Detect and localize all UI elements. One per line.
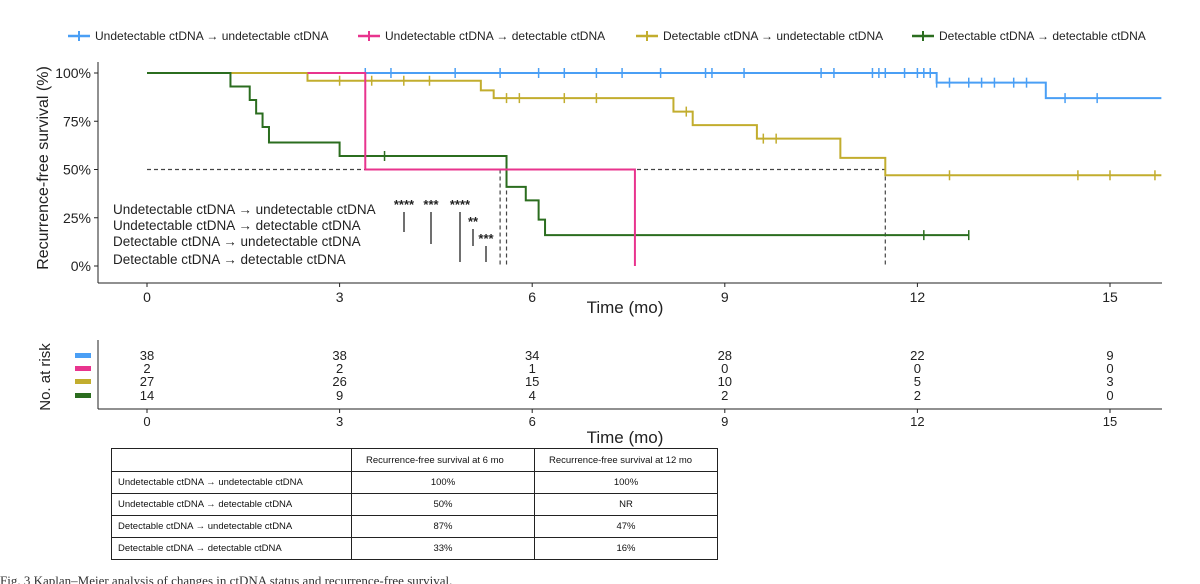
y-axis-title: Recurrence-free survival (%) xyxy=(35,66,52,270)
risk-value: 1 xyxy=(529,361,536,376)
summary-row-label: Detectable ctDNA → detectable ctDNA xyxy=(111,537,352,560)
risk-value: 10 xyxy=(718,374,732,389)
summary-row-6mo: 33% xyxy=(351,537,535,560)
summary-header-empty xyxy=(111,448,352,472)
risk-value: 28 xyxy=(718,348,732,363)
km-plot: 0% 25% 50% 75% 100% 0 3 6 9 12 15 Time (mo) Recurren… xyxy=(35,62,1162,317)
significance-label: **** xyxy=(394,197,415,212)
survival-curve-undet_det xyxy=(307,72,636,266)
risk-x-tick-label: 9 xyxy=(721,414,728,429)
summary-row-6mo: 100% xyxy=(351,471,535,494)
summary-header-row: Recurrence-free survival at 6 mo Recurre… xyxy=(111,448,718,472)
risk-value: 2 xyxy=(143,361,150,376)
summary-header-12mo: Recurrence-free survival at 12 mo xyxy=(534,448,718,472)
risk-x-tick-label: 15 xyxy=(1103,414,1117,429)
summary-table: Recurrence-free survival at 6 mo Recurre… xyxy=(111,448,718,560)
y-tick-label: 25% xyxy=(63,210,91,226)
risk-row-swatch xyxy=(75,353,91,358)
significance-label: **** xyxy=(450,197,471,212)
legend-label: Undetectable ctDNA → detectable ctDNA xyxy=(385,29,605,43)
summary-row-12mo: NR xyxy=(534,493,718,516)
risk-value: 9 xyxy=(1106,348,1113,363)
risk-row-swatch xyxy=(75,366,91,371)
legend-label: Detectable ctDNA → detectable ctDNA xyxy=(939,29,1146,43)
risk-value: 4 xyxy=(529,388,536,403)
risk-value: 3 xyxy=(1106,374,1113,389)
x-tick-label: 3 xyxy=(336,289,344,305)
risk-x-tick-label: 12 xyxy=(910,414,924,429)
risk-value: 14 xyxy=(140,388,154,403)
survival-curve-det_det xyxy=(147,72,969,237)
y-tick-label: 75% xyxy=(63,113,91,129)
y-tick-label: 0% xyxy=(71,258,91,274)
risk-row-swatch xyxy=(75,393,91,398)
legend: Undetectable ctDNA → undetectable ctDNA U… xyxy=(0,0,1200,60)
table-row: Detectable ctDNA → undetectable ctDNA 87… xyxy=(111,515,718,538)
summary-row-6mo: 87% xyxy=(351,515,535,538)
x-tick-label: 12 xyxy=(910,289,926,305)
figure-caption: Fig. 3 Kaplan–Meier analysis of changes … xyxy=(0,574,453,584)
risk-x-tick-label: 6 xyxy=(529,414,536,429)
table-row: Detectable ctDNA → detectable ctDNA 33% … xyxy=(111,537,718,560)
risk-value: 2 xyxy=(914,388,921,403)
summary-row-label: Detectable ctDNA → undetectable ctDNA xyxy=(111,515,352,538)
risk-value: 0 xyxy=(721,361,728,376)
legend-svg: Undetectable ctDNA → undetectable ctDNA U… xyxy=(68,29,1146,43)
summary-row-12mo: 100% xyxy=(534,471,718,494)
x-tick-label: 9 xyxy=(721,289,729,305)
inset-label: Detectable ctDNA → detectable ctDNA xyxy=(113,252,346,267)
summary-row-label: Undetectable ctDNA → detectable ctDNA xyxy=(111,493,352,516)
x-tick-label: 6 xyxy=(528,289,536,305)
summary-header-6mo: Recurrence-free survival at 6 mo xyxy=(351,448,535,472)
y-tick-label: 100% xyxy=(55,65,91,81)
x-tick-label: 15 xyxy=(1102,289,1118,305)
risk-value: 34 xyxy=(525,348,539,363)
summary-row-6mo: 50% xyxy=(351,493,535,516)
significance-label: ** xyxy=(468,214,479,229)
risk-value: 38 xyxy=(140,348,154,363)
inset-label: Undetectable ctDNA → detectable ctDNA xyxy=(113,218,361,233)
risk-value: 22 xyxy=(910,348,924,363)
legend-label: Undetectable ctDNA → undetectable ctDNA xyxy=(95,29,328,43)
risk-value: 9 xyxy=(336,388,343,403)
risk-value: 0 xyxy=(1106,388,1113,403)
risk-value: 15 xyxy=(525,374,539,389)
risk-row-swatch xyxy=(75,379,91,384)
risk-x-tick-label: 3 xyxy=(336,414,343,429)
summary-row-label: Undetectable ctDNA → undetectable ctDNA xyxy=(111,471,352,494)
survival-curve-undet_undet xyxy=(147,72,1162,100)
significance-label: *** xyxy=(478,231,494,246)
risk-value: 0 xyxy=(1106,361,1113,376)
inset-label: Detectable ctDNA → undetectable ctDNA xyxy=(113,234,361,249)
inset-label: Undetectable ctDNA → undetectable ctDNA xyxy=(113,202,376,217)
risk-value: 27 xyxy=(140,374,154,389)
risk-value: 2 xyxy=(721,388,728,403)
significance-label: *** xyxy=(423,197,439,212)
risk-table: No. at risk 38 38 34 28 22 92 2 1 0 0 027 26 15 10 5 314… xyxy=(37,340,1162,447)
summary-row-12mo: 16% xyxy=(534,537,718,560)
risk-value: 5 xyxy=(914,374,921,389)
survival-curve-det_undet xyxy=(147,72,1162,177)
table-row: Undetectable ctDNA → detectable ctDNA 50… xyxy=(111,493,718,516)
risk-table-title: No. at risk xyxy=(37,343,54,411)
risk-x-tick-label: 0 xyxy=(143,414,150,429)
risk-value: 2 xyxy=(336,361,343,376)
summary-row-12mo: 47% xyxy=(534,515,718,538)
table-row: Undetectable ctDNA → undetectable ctDNA … xyxy=(111,471,718,494)
legend-label: Detectable ctDNA → undetectable ctDNA xyxy=(663,29,883,43)
risk-x-axis-title: Time (mo) xyxy=(587,428,664,447)
risk-value: 38 xyxy=(332,348,346,363)
y-tick-label: 50% xyxy=(63,162,91,178)
x-tick-label: 0 xyxy=(143,289,151,305)
risk-value: 0 xyxy=(914,361,921,376)
risk-value: 26 xyxy=(332,374,346,389)
x-axis-title: Time (mo) xyxy=(587,298,664,317)
